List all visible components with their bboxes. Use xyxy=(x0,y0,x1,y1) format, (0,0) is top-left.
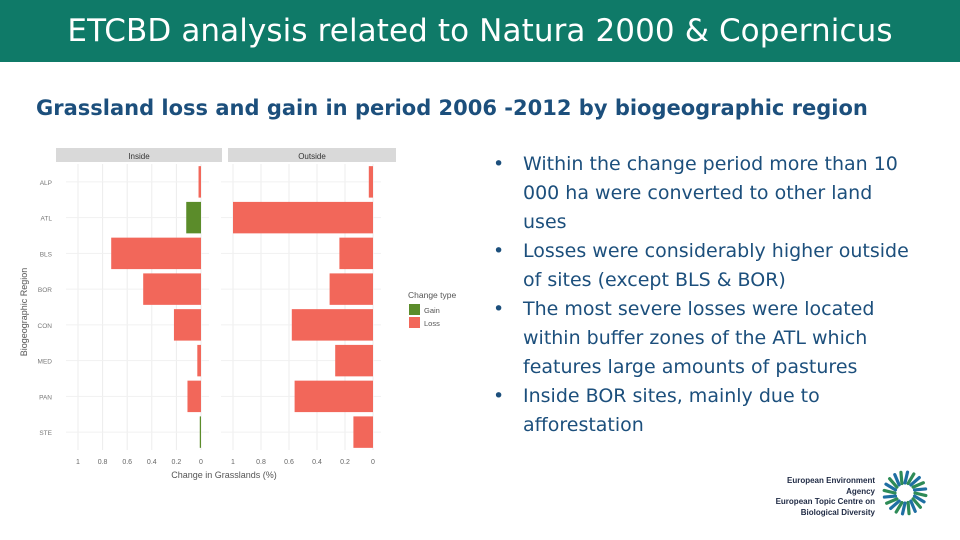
y-tick-label: ALP xyxy=(40,180,52,187)
bar-outside-loss-pan xyxy=(294,380,373,413)
bar-inside-loss-con xyxy=(173,309,201,341)
logo-ray xyxy=(889,499,901,510)
panel-label-inside: Inside xyxy=(128,152,150,161)
legend-label-gain: Gain xyxy=(424,306,440,315)
x-tick-label: 0.2 xyxy=(172,459,182,466)
x-tick-label: 0 xyxy=(371,459,375,466)
logo-ray xyxy=(911,481,925,489)
bar-inside-gain-atl xyxy=(186,201,201,234)
bar-inside-loss-pan xyxy=(187,380,201,413)
y-tick-label: CON xyxy=(38,323,53,330)
page-title: ETCBD analysis related to Natura 2000 & … xyxy=(67,13,893,49)
x-tick-label: 1 xyxy=(231,459,235,466)
x-tick-label: 0.6 xyxy=(284,459,294,466)
bar-outside-loss-ste xyxy=(353,416,373,448)
bar-inside-loss-bls xyxy=(111,237,201,270)
logo-ray xyxy=(903,470,910,485)
x-tick-label: 1 xyxy=(76,459,80,466)
logo-ray xyxy=(900,501,907,516)
x-tick-label: 0.4 xyxy=(312,459,322,466)
logo-line: European Topic Centre on xyxy=(775,497,875,506)
x-tick-label: 0.8 xyxy=(256,459,266,466)
bullet-item: • The most severe losses were located wit… xyxy=(490,295,920,382)
bullet-dot-icon: • xyxy=(493,298,505,320)
x-tick-label: 0.2 xyxy=(340,459,350,466)
logo-ray xyxy=(888,477,899,489)
logo-ray xyxy=(894,500,904,514)
bar-inside-gain-ste xyxy=(199,416,201,448)
slide-subtitle: Grassland loss and gain in period 2006 -… xyxy=(36,96,868,120)
sunburst-logo-icon xyxy=(882,470,928,516)
bar-inside-loss-alp xyxy=(198,166,201,198)
logo-ray xyxy=(909,476,921,487)
logo-ray xyxy=(899,470,904,486)
x-tick-label: 0.4 xyxy=(147,459,157,466)
logo-line: European Environment Agency xyxy=(786,476,875,496)
bar-outside-loss-bls xyxy=(339,237,373,270)
eea-logo: European Environment Agency European Top… xyxy=(760,470,930,520)
logo-ray xyxy=(911,497,922,509)
panel-strip-inside xyxy=(56,148,222,162)
logo-line: Biological Diversity xyxy=(800,507,875,517)
logo-ray xyxy=(906,472,916,486)
bullet-dot-icon: • xyxy=(493,240,505,262)
bullet-dot-icon: • xyxy=(493,385,505,407)
logo-ray xyxy=(882,494,898,499)
panel-strip-outside xyxy=(228,148,396,162)
logo-ray xyxy=(884,482,898,492)
bullet-list: • Within the change period more than 10 0… xyxy=(490,150,920,440)
panel-label-outside: Outside xyxy=(298,152,326,161)
y-tick-label: MED xyxy=(38,359,53,366)
grassland-change-chart: Inside Outside Biogeographic Region 1 0.8… xyxy=(19,148,456,480)
logo-ray xyxy=(906,500,911,516)
bar-inside-loss-med xyxy=(197,344,201,377)
y-tick-label: BOR xyxy=(38,287,52,294)
y-tick-label: ATL xyxy=(41,216,53,223)
legend-title: Change type xyxy=(408,290,456,300)
logo-ray xyxy=(893,473,901,487)
y-tick-label: STE xyxy=(39,430,52,437)
y-tick-label: BLS xyxy=(40,251,53,258)
bar-inside-loss-bor xyxy=(143,273,201,305)
logo-text: European Environment Agency European Top… xyxy=(760,476,875,518)
y-axis-title: Biogeographic Region xyxy=(19,268,29,357)
logo-ray xyxy=(885,497,899,505)
logo-ray xyxy=(882,488,897,495)
logo-ray xyxy=(912,487,928,492)
x-tick-label: 0 xyxy=(199,459,203,466)
logo-ray xyxy=(913,491,928,498)
x-tick-label: 0.6 xyxy=(122,459,132,466)
y-tick-label: PAN xyxy=(39,394,52,401)
header-bar: ETCBD analysis related to Natura 2000 & … xyxy=(0,0,960,62)
logo-ray xyxy=(912,494,926,504)
legend-swatch-loss xyxy=(409,317,420,328)
legend-label-loss: Loss xyxy=(424,319,440,328)
x-tick-label: 0.8 xyxy=(98,459,108,466)
legend-swatch-gain xyxy=(409,304,420,315)
bar-outside-loss-med xyxy=(335,344,373,377)
bullet-item: • Within the change period more than 10 0… xyxy=(490,150,920,237)
x-axis-title: Change in Grasslands (%) xyxy=(171,470,277,480)
bullet-dot-icon: • xyxy=(493,153,505,175)
bar-outside-loss-atl xyxy=(233,201,373,234)
bullet-item: • Losses were considerably higher outside… xyxy=(490,237,920,295)
bar-outside-loss-bor xyxy=(329,273,373,305)
bar-outside-loss-alp xyxy=(368,166,373,198)
bullet-item: • Inside BOR sites, mainly due to affores… xyxy=(490,382,920,440)
logo-core xyxy=(898,486,912,500)
bar-outside-loss-con xyxy=(291,309,373,341)
logo-ray xyxy=(909,499,917,513)
